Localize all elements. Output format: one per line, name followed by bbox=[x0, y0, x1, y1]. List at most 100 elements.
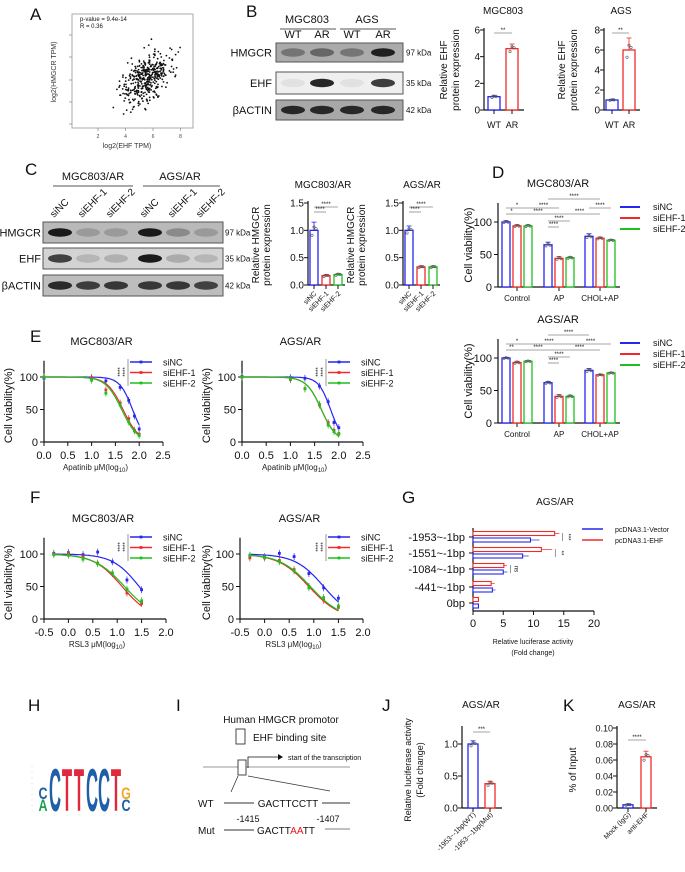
protein-band bbox=[371, 78, 395, 88]
significance-label: **** bbox=[316, 367, 322, 377]
x-axis-label-part: ) bbox=[125, 463, 128, 472]
scatter-point bbox=[134, 81, 137, 84]
lane-label: siEHF-1 bbox=[76, 186, 110, 220]
scatter-point bbox=[153, 82, 156, 85]
scatter-point bbox=[145, 87, 148, 90]
x-tick-label: 2.0 bbox=[158, 627, 173, 639]
scatter-point bbox=[139, 103, 141, 105]
protein-band bbox=[194, 254, 218, 263]
x-tick-label: 2.5 bbox=[355, 450, 370, 462]
blot-group-label: MGC803 bbox=[285, 14, 329, 26]
protein-band bbox=[281, 48, 305, 57]
y-tick-label: 1.5 bbox=[385, 199, 399, 210]
scatter-point bbox=[147, 80, 150, 83]
scatter-point bbox=[154, 79, 156, 82]
legend-label: siEHF-2 bbox=[163, 379, 196, 389]
bar bbox=[505, 48, 519, 111]
x-axis-label-part: 10 bbox=[119, 468, 126, 474]
data-point bbox=[332, 421, 336, 424]
data-point bbox=[104, 379, 108, 383]
x-axis-label-part: ) bbox=[319, 640, 322, 649]
scatter-point bbox=[124, 88, 127, 91]
replicate-dot bbox=[494, 94, 498, 98]
legend-label: pcDNA3.1-Vector bbox=[615, 527, 670, 534]
x-axis-label-part: ) bbox=[324, 463, 327, 472]
scatter-point bbox=[154, 68, 156, 71]
bar bbox=[584, 369, 594, 424]
data-point bbox=[326, 423, 330, 427]
replicate-dot bbox=[469, 744, 473, 748]
bar bbox=[472, 569, 504, 575]
molecular-weight-label: 42 kDa bbox=[225, 282, 251, 291]
scatter-point bbox=[129, 73, 132, 76]
x-tick-label: 2 bbox=[97, 134, 100, 140]
blot-strip bbox=[275, 71, 404, 95]
bar bbox=[472, 587, 493, 593]
arrowhead-icon bbox=[278, 754, 283, 760]
scatter-point bbox=[160, 73, 163, 76]
replicate-dot bbox=[610, 98, 614, 102]
fit-curve bbox=[242, 376, 340, 437]
scatter-point bbox=[124, 97, 127, 99]
scatter-point bbox=[137, 90, 140, 93]
significance-label: **** bbox=[118, 367, 124, 377]
protein-band bbox=[138, 228, 162, 237]
protein-label: HMGCR bbox=[230, 48, 272, 60]
data-point bbox=[277, 560, 281, 564]
y-axis-label: (Fold change) bbox=[415, 742, 425, 798]
scatter-point bbox=[179, 46, 182, 49]
scatter-point bbox=[135, 89, 138, 92]
scatter-point bbox=[144, 107, 146, 110]
scatter-point bbox=[145, 85, 148, 87]
scatter-point bbox=[148, 61, 151, 63]
scatter-point bbox=[161, 78, 164, 81]
scatter-point bbox=[162, 75, 165, 78]
scatter-point bbox=[134, 65, 137, 68]
logo-axis-tick bbox=[54, 814, 56, 816]
scatter-point bbox=[134, 93, 137, 95]
replicate-dot bbox=[528, 224, 532, 228]
bar bbox=[404, 229, 414, 286]
chart-title: MGC803/AR bbox=[295, 180, 352, 191]
significance-label: **** bbox=[123, 542, 129, 552]
x-axis-label: Apatinib μM(log10) bbox=[63, 463, 128, 474]
y-axis-label: protein expression bbox=[357, 204, 368, 286]
data-point bbox=[337, 432, 341, 436]
scatter-point bbox=[142, 100, 144, 103]
panel-label: C bbox=[25, 160, 37, 179]
scatter-point bbox=[153, 96, 155, 99]
scatter-point bbox=[175, 66, 178, 69]
scatter-point bbox=[154, 87, 157, 90]
scatter-point bbox=[169, 47, 172, 49]
data-point bbox=[127, 420, 131, 424]
replicate-dot bbox=[431, 265, 435, 269]
y-tick-label: 0 bbox=[486, 418, 492, 430]
protein-label: EHF bbox=[250, 78, 272, 90]
significance-label: * bbox=[516, 339, 519, 345]
legend-label: siNC bbox=[361, 358, 381, 368]
panel-label: J bbox=[382, 696, 391, 715]
legend-label: siEHF-2 bbox=[653, 360, 685, 370]
replicate-dot bbox=[473, 741, 477, 745]
scatter-point bbox=[162, 70, 165, 73]
significance-label: ns bbox=[512, 566, 518, 572]
significance-label: **** bbox=[632, 735, 642, 741]
scatter-point bbox=[140, 83, 143, 85]
significance-label: **** bbox=[554, 352, 564, 358]
y-tick-label: 100 bbox=[20, 372, 38, 384]
scatter-point bbox=[137, 78, 140, 81]
scatter-point bbox=[159, 67, 162, 70]
blot-group-label: AGS/AR bbox=[159, 171, 201, 183]
scatter-point bbox=[174, 74, 177, 76]
data-point bbox=[140, 599, 143, 603]
replicate-dot bbox=[433, 265, 437, 269]
category-label: -1551~-1bp bbox=[408, 548, 465, 560]
y-axis-label: Relative luciferase activity bbox=[403, 718, 413, 822]
protein-band bbox=[340, 105, 364, 115]
category-label: WT bbox=[487, 120, 501, 130]
y-tick-label: 100 bbox=[474, 217, 492, 229]
y-tick-label: 50 bbox=[480, 250, 492, 262]
data-point bbox=[118, 386, 122, 389]
scatter-point bbox=[148, 87, 151, 90]
significance-label: **** bbox=[316, 542, 322, 552]
